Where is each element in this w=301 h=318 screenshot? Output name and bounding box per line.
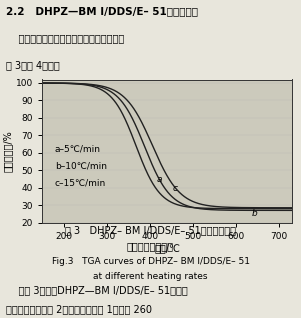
Text: 图 3、图 4所示。: 图 3、图 4所示。 (6, 60, 60, 70)
Text: c–15℃/min: c–15℃/min (55, 178, 106, 187)
Text: a: a (156, 176, 162, 184)
Text: b: b (252, 209, 258, 218)
Text: b–10℃/min: b–10℃/min (55, 161, 107, 170)
Text: 2.2   DHPZ—BM I/DDS/E– 51的热稳定性: 2.2 DHPZ—BM I/DDS/E– 51的热稳定性 (6, 6, 198, 16)
Text: a–5℃/min: a–5℃/min (55, 144, 101, 153)
X-axis label: 温度/℃: 温度/℃ (154, 243, 180, 253)
Y-axis label: 质量保留率/%: 质量保留率/% (3, 130, 13, 172)
Text: 脂的热失重主要分 2个阶段进行：第 1阶段在 260: 脂的热失重主要分 2个阶段进行：第 1阶段在 260 (6, 305, 152, 315)
Text: 率下的热失重曲线: 率下的热失重曲线 (127, 241, 174, 252)
Text: 该体系在不同升温速率下的热失重情况如: 该体系在不同升温速率下的热失重情况如 (6, 33, 124, 43)
Text: Fig.3   TGA curves of DHPZ– BM I/DDS/E– 51: Fig.3 TGA curves of DHPZ– BM I/DDS/E– 51 (51, 257, 250, 266)
Text: at different heating rates: at different heating rates (93, 273, 208, 281)
Text: 由图 3可知，DHPZ—BM I/DDS/E– 51固化树: 由图 3可知，DHPZ—BM I/DDS/E– 51固化树 (6, 286, 188, 295)
Text: c: c (173, 184, 178, 193)
Text: 图 3   DHPZ– BM I/DDS/E– 51在不同升温速: 图 3 DHPZ– BM I/DDS/E– 51在不同升温速 (65, 225, 236, 235)
